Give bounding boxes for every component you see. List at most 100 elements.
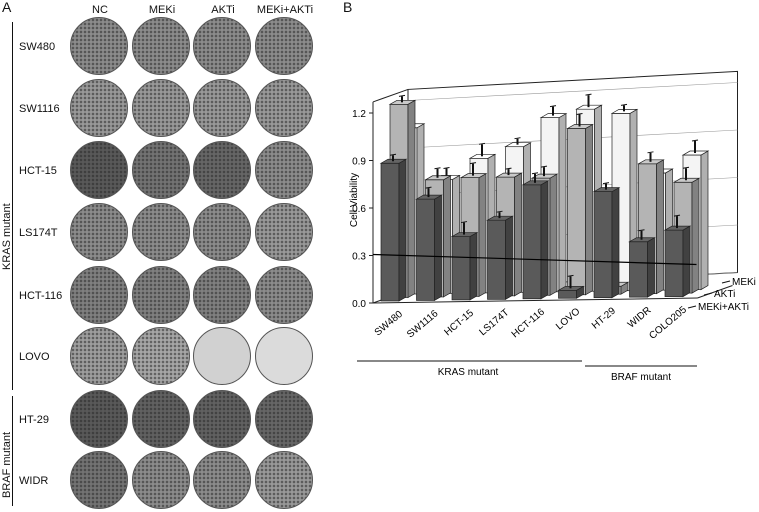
error-cap: [469, 162, 477, 165]
bar-meki-akti-hct-116: [522, 184, 542, 300]
bar-side: [691, 177, 700, 294]
error-cap: [496, 210, 503, 213]
colony-dish: [132, 17, 190, 75]
row-label: HT-29: [19, 414, 49, 426]
bar-side: [478, 173, 487, 298]
error-cap: [443, 166, 450, 169]
error-cap: [567, 274, 574, 277]
bar-side: [700, 150, 709, 291]
bar-meki-akti-widr: [629, 241, 648, 298]
colony-dish: [193, 390, 251, 448]
error-cap: [398, 94, 406, 97]
colony-dish: [70, 141, 128, 199]
x-axis-line: [372, 297, 698, 304]
series-label-tick: [721, 280, 731, 284]
row-label: WIDR: [19, 475, 49, 487]
colony-dish: [255, 327, 313, 385]
colony-dish: [255, 17, 313, 75]
x-tick-label: SW480: [373, 309, 406, 339]
colony-dish: [70, 327, 128, 385]
series-label: AKTi: [714, 289, 735, 300]
colony-dish: [70, 79, 128, 137]
error-cap: [638, 229, 645, 232]
kras-group-bracket: [12, 22, 13, 390]
bar-akti-lovo: [567, 128, 586, 296]
error-cap: [434, 167, 441, 170]
y-tick-label: 0.0: [352, 299, 366, 310]
series-label: MEKi: [732, 277, 756, 288]
x-tick-label: LS174T: [478, 307, 512, 338]
bar-side: [398, 158, 407, 302]
column-header: MEKi: [148, 4, 176, 16]
y-tick-label: 1.2: [352, 109, 366, 120]
colony-dish: [255, 390, 313, 448]
colony-dish: [193, 266, 251, 324]
column-header: NC: [92, 4, 108, 16]
bar-side: [407, 99, 416, 299]
bar-side: [611, 187, 620, 299]
colony-dish: [132, 451, 190, 509]
error-cap: [478, 142, 486, 145]
top-edge: [372, 88, 409, 103]
error-cap: [585, 93, 592, 96]
x-tick-label: WIDR: [626, 305, 654, 331]
error-cap: [691, 139, 699, 142]
colony-dish: [132, 79, 190, 137]
colony-dish: [193, 141, 251, 199]
panel-a-letter: A: [2, 0, 12, 15]
error-cap: [549, 105, 557, 108]
colony-dish: [193, 451, 251, 509]
colony-dish: [70, 451, 128, 509]
colony-dish: [193, 79, 251, 137]
bar-side: [585, 123, 593, 296]
y-tick-label: 0.9: [352, 157, 366, 168]
error-cap: [602, 182, 610, 185]
bar-meki-akti-sw1116: [416, 198, 435, 301]
bar-side: [443, 175, 451, 298]
colony-dish: [132, 203, 190, 261]
bar-meki-akti-ht-29: [593, 191, 613, 299]
colony-dish: [193, 17, 251, 75]
bar-side: [656, 159, 664, 295]
row-label: SW480: [19, 41, 56, 53]
colony-dish: [70, 17, 128, 75]
bar-side: [549, 173, 558, 296]
x-tick-label: SW1116: [405, 308, 441, 340]
bar-meki-akti-ls174t: [487, 219, 506, 300]
colony-dish: [255, 141, 313, 199]
colony-dish: [70, 203, 128, 261]
error-cap: [389, 153, 397, 156]
bar-side: [469, 231, 478, 301]
series-label: MEKi+AKTi: [698, 302, 749, 313]
colony-dish: [70, 390, 128, 448]
x-tick-label: HT-29: [590, 305, 618, 331]
x-tick-label: LOVO: [554, 306, 583, 332]
error-cap: [425, 186, 432, 189]
row-label: HCT-15: [19, 165, 57, 177]
colony-dish: [255, 79, 313, 137]
error-cap: [576, 113, 583, 115]
colony-dish: [255, 451, 313, 509]
bar-meki-akti-hct-15: [451, 236, 471, 301]
bar-side: [505, 215, 513, 300]
braf-group-bracket: [12, 396, 13, 506]
error-cap: [673, 214, 681, 217]
x-tick-label: COLO205: [647, 304, 689, 342]
colony-dish: [132, 327, 190, 385]
bar-side: [682, 225, 691, 298]
colony-dish: [132, 266, 190, 324]
colony-dish: [132, 390, 190, 448]
colony-dish: [193, 203, 251, 261]
row-label: HCT-116: [19, 290, 63, 302]
error-cap: [620, 103, 628, 106]
series-label-tick: [703, 292, 713, 296]
error-cap: [531, 172, 539, 175]
y-axis-label: Cell Viability: [349, 173, 360, 227]
threshold-line: [372, 253, 697, 266]
colony-dish: [255, 203, 313, 261]
series-label-tick: [687, 305, 697, 309]
error-cap: [460, 221, 468, 224]
gridline: [407, 82, 738, 101]
braf-group-label: BRAF mutant: [611, 372, 671, 383]
